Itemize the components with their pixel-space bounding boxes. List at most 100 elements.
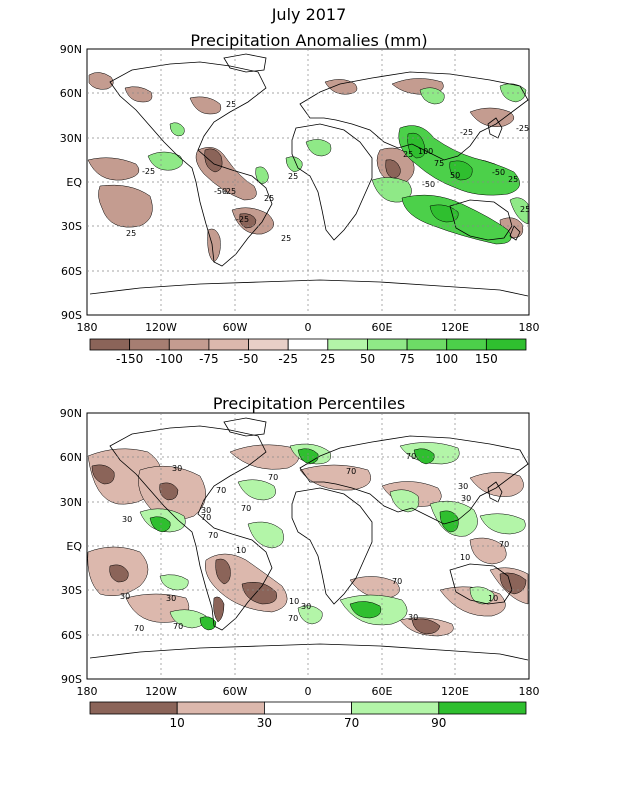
x-tick: 120E [441,685,469,698]
contour-label: 70 [288,614,298,623]
y-tick: 90N [60,43,82,56]
percentiles-x-ticks: 180 120W 60W 0 60E 120E 180 [77,685,540,698]
main-title: July 2017 [271,5,347,24]
anomaly-patch [169,122,185,137]
colorbar-swatch [263,701,352,715]
contour-label: 70 [173,622,183,631]
colorbar-swatch [438,701,527,715]
contour-label: 10 [289,597,299,606]
percentile-patch [299,464,371,491]
y-tick: 60S [61,265,82,278]
colorbar-label: 150 [475,352,498,366]
percentile-patch [159,574,189,591]
anomaly-contour-labels: 25 -25 -25 25 -50 25 -25 25 25 100 25 75… [126,100,529,243]
y-tick: 60N [60,87,82,100]
percentiles-colorbar: 10 30 70 90 [89,701,527,730]
anomaly-patch [147,151,183,171]
contour-label: 30 [172,464,182,473]
contour-label: 100 [418,147,433,156]
contour-label: 70 [241,504,251,513]
colorbar-swatch [406,338,448,351]
anomaly-patch [324,79,358,95]
contour-label: 10 [460,553,470,562]
y-tick: 30S [61,584,82,597]
x-tick: 120E [441,321,469,334]
x-tick: 60W [223,321,248,334]
contour-label: 70 [134,624,144,633]
percentile-patch [479,513,526,535]
contour-label: -50 [422,180,435,189]
coastlines [89,53,529,297]
colorbar-label: 70 [344,716,359,730]
contour-label: 30 [408,613,418,622]
anomalies-y-ticks: 90N 60N 30N EQ 30S 60S 90S [60,43,83,322]
x-tick: 60E [372,685,393,698]
contour-label: 10 [488,594,498,603]
colorbar-swatch [327,338,368,351]
colorbar-swatch [89,338,131,351]
anomalies-title: Precipitation Anomalies (mm) [190,31,427,50]
percentile-patch [237,479,276,501]
contour-label: 30 [201,506,211,515]
anomaly-patch [98,184,153,228]
contour-label: 70 [216,486,226,495]
y-tick: 60S [61,629,82,642]
percentile-patch [297,605,323,625]
contour-label: 30 [458,482,468,491]
colorbar-label: -100 [156,352,183,366]
contour-label: -25 [223,187,236,196]
contour-label: 25 [226,100,236,109]
anomaly-patch [305,139,332,157]
y-tick: EQ [66,540,82,553]
colorbar-swatch [176,701,265,715]
y-tick: 30N [60,132,82,145]
anomalies-map: 25 -25 -25 25 -50 25 -25 25 25 100 25 75… [60,43,540,334]
percentiles-map: 30 70 70 30 70 70 70 30 10 70 30 70 30 1… [60,407,540,698]
anomaly-core [407,132,426,159]
colorbar-swatch [367,338,408,351]
percentile-patch [247,521,284,549]
contour-label: -50 [492,168,505,177]
contour-label: 70 [346,467,356,476]
percentile-core [149,516,171,533]
percentile-core [213,596,225,623]
colorbar-swatch [129,338,170,351]
x-tick: 180 [77,685,98,698]
colorbar-label: 75 [399,352,414,366]
anomaly-patch [509,197,529,225]
contour-label: 25 [281,234,291,243]
contour-label: 30 [166,594,176,603]
y-tick: EQ [66,176,82,189]
anomaly-patch [469,107,515,127]
percentiles-y-ticks: 90N 60N 30N EQ 30S 60S 90S [60,407,83,686]
contour-label: 30 [301,602,311,611]
percentile-core [413,448,435,465]
x-tick: 120W [145,685,177,698]
colorbar-swatch [287,338,329,351]
percentile-patch [469,537,507,565]
contour-label: -25 [460,128,473,137]
anomaly-core [449,160,473,181]
anomaly-patch [255,166,269,185]
percentile-core [109,564,129,583]
contour-label: 70 [499,540,509,549]
anomaly-patch [189,96,222,115]
contour-label: 25 [403,150,413,159]
contour-label: 30 [120,592,130,601]
anomalies-colorbar: -150 -100 -75 -50 -25 25 50 75 100 150 [89,338,527,366]
contour-label: -25 [236,215,249,224]
contour-label: 10 [236,546,246,555]
percentiles-grid [87,413,529,679]
contour-label: 25 [264,194,274,203]
colorbar-label: 90 [431,716,446,730]
coastlines [89,417,529,661]
colorbar-label: 100 [435,352,458,366]
anomaly-core [204,148,223,173]
anomalies-grid [87,49,529,315]
percentile-core [349,601,382,619]
percentiles-title: Precipitation Percentiles [213,394,405,413]
anomalies-x-ticks: 180 120W 60W 0 60E 120E 180 [77,321,540,334]
percentile-patch [469,586,495,605]
colorbar-swatch [168,338,210,351]
y-tick: 90S [61,309,82,322]
